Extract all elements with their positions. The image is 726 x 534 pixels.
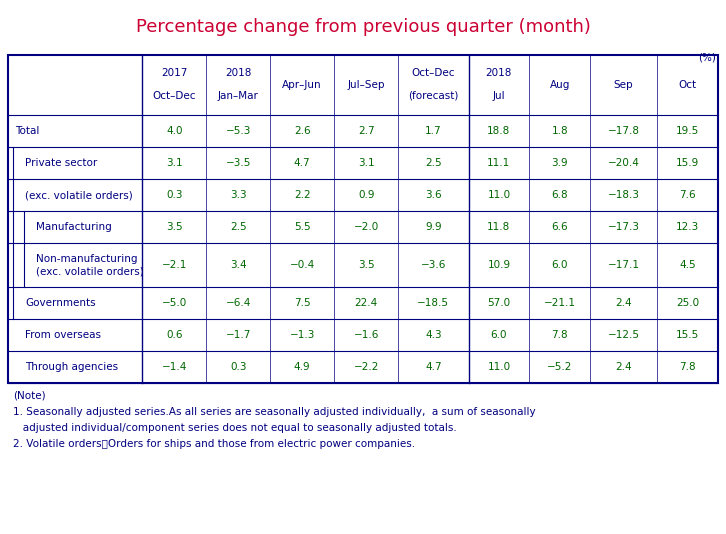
Text: 2.2: 2.2 xyxy=(294,190,311,200)
Text: Jul: Jul xyxy=(493,91,505,101)
Text: −21.1: −21.1 xyxy=(544,298,576,308)
Text: Oct–Dec: Oct–Dec xyxy=(152,91,196,101)
Text: 10.9: 10.9 xyxy=(487,260,510,270)
Text: Oct–Dec: Oct–Dec xyxy=(412,68,455,78)
Text: 4.7: 4.7 xyxy=(294,158,311,168)
Text: 57.0: 57.0 xyxy=(487,298,510,308)
Text: 4.7: 4.7 xyxy=(425,362,441,372)
Text: Governments: Governments xyxy=(25,298,96,308)
Text: Oct: Oct xyxy=(679,80,697,90)
Text: −1.3: −1.3 xyxy=(290,330,315,340)
Text: −6.4: −6.4 xyxy=(226,298,251,308)
Text: 6.8: 6.8 xyxy=(551,190,568,200)
Text: 6.0: 6.0 xyxy=(552,260,568,270)
Text: −3.5: −3.5 xyxy=(226,158,251,168)
Text: 19.5: 19.5 xyxy=(676,126,699,136)
Text: 2.4: 2.4 xyxy=(616,362,632,372)
Text: 9.9: 9.9 xyxy=(425,222,441,232)
Text: 4.5: 4.5 xyxy=(680,260,696,270)
Text: 3.6: 3.6 xyxy=(425,190,441,200)
Text: Apr–Jun: Apr–Jun xyxy=(282,80,322,90)
Text: −18.3: −18.3 xyxy=(608,190,640,200)
Text: 1. Seasonally adjusted series.As all series are seasonally adjusted individually: 1. Seasonally adjusted series.As all ser… xyxy=(13,407,536,417)
Text: Sep: Sep xyxy=(614,80,634,90)
Text: Percentage change from previous quarter (month): Percentage change from previous quarter … xyxy=(136,18,590,36)
Text: Through agencies: Through agencies xyxy=(25,362,118,372)
Text: 0.3: 0.3 xyxy=(230,362,247,372)
Text: 6.0: 6.0 xyxy=(491,330,507,340)
Text: 4.9: 4.9 xyxy=(294,362,311,372)
Text: Aug: Aug xyxy=(550,80,570,90)
Text: −12.5: −12.5 xyxy=(608,330,640,340)
Text: 7.6: 7.6 xyxy=(680,190,696,200)
Text: 7.8: 7.8 xyxy=(551,330,568,340)
Text: Manufacturing: Manufacturing xyxy=(36,222,112,232)
Text: 5.5: 5.5 xyxy=(294,222,311,232)
Text: 11.0: 11.0 xyxy=(487,362,510,372)
Text: −5.3: −5.3 xyxy=(226,126,251,136)
Text: 22.4: 22.4 xyxy=(354,298,378,308)
Text: 18.8: 18.8 xyxy=(487,126,510,136)
Text: 7.8: 7.8 xyxy=(680,362,696,372)
Text: 15.5: 15.5 xyxy=(676,330,699,340)
Text: 2.5: 2.5 xyxy=(425,158,441,168)
Text: 2.6: 2.6 xyxy=(294,126,311,136)
Text: 11.8: 11.8 xyxy=(487,222,510,232)
Text: −1.6: −1.6 xyxy=(354,330,379,340)
Text: −2.1: −2.1 xyxy=(162,260,187,270)
Text: 3.4: 3.4 xyxy=(230,260,247,270)
Text: 7.5: 7.5 xyxy=(294,298,311,308)
Text: 2017: 2017 xyxy=(161,68,187,78)
Text: 2018: 2018 xyxy=(486,68,512,78)
Text: (exc. volatile orders): (exc. volatile orders) xyxy=(25,190,133,200)
Text: −20.4: −20.4 xyxy=(608,158,640,168)
Text: 11.0: 11.0 xyxy=(487,190,510,200)
Text: adjusted individual/component series does not equal to seasonally adjusted total: adjusted individual/component series doe… xyxy=(13,423,457,433)
Text: Private sector: Private sector xyxy=(25,158,98,168)
Text: Jul–Sep: Jul–Sep xyxy=(348,80,385,90)
Text: −18.5: −18.5 xyxy=(417,298,449,308)
Text: −5.2: −5.2 xyxy=(547,362,572,372)
Text: 3.9: 3.9 xyxy=(551,158,568,168)
Text: 0.6: 0.6 xyxy=(166,330,182,340)
Text: 2.4: 2.4 xyxy=(616,298,632,308)
Text: 3.1: 3.1 xyxy=(166,158,183,168)
Text: 4.0: 4.0 xyxy=(166,126,182,136)
Text: 25.0: 25.0 xyxy=(676,298,699,308)
Text: Non-manufacturing
(exc. volatile orders): Non-manufacturing (exc. volatile orders) xyxy=(36,254,144,276)
Text: 15.9: 15.9 xyxy=(676,158,699,168)
Text: 11.1: 11.1 xyxy=(487,158,510,168)
Text: (%): (%) xyxy=(698,52,716,62)
Text: Jan–Mar: Jan–Mar xyxy=(218,91,258,101)
Text: −17.3: −17.3 xyxy=(608,222,640,232)
Text: 2018: 2018 xyxy=(225,68,251,78)
Text: 0.3: 0.3 xyxy=(166,190,182,200)
Text: 4.3: 4.3 xyxy=(425,330,441,340)
Text: 6.6: 6.6 xyxy=(551,222,568,232)
Text: 3.1: 3.1 xyxy=(358,158,375,168)
Text: −1.7: −1.7 xyxy=(226,330,251,340)
Text: −1.4: −1.4 xyxy=(162,362,187,372)
Text: −2.0: −2.0 xyxy=(354,222,379,232)
Text: −17.1: −17.1 xyxy=(608,260,640,270)
Text: −2.2: −2.2 xyxy=(354,362,379,372)
Text: −0.4: −0.4 xyxy=(290,260,315,270)
Text: (forecast): (forecast) xyxy=(408,91,459,101)
Text: (Note): (Note) xyxy=(13,391,46,401)
Text: 2.7: 2.7 xyxy=(358,126,375,136)
Text: −5.0: −5.0 xyxy=(162,298,187,308)
Text: 3.5: 3.5 xyxy=(358,260,375,270)
Text: 1.7: 1.7 xyxy=(425,126,441,136)
Text: −3.6: −3.6 xyxy=(420,260,446,270)
Text: 3.5: 3.5 xyxy=(166,222,183,232)
Text: 2. Volatile orders：Orders for ships and those from electric power companies.: 2. Volatile orders：Orders for ships and … xyxy=(13,439,415,449)
Text: 2.5: 2.5 xyxy=(230,222,247,232)
Text: 3.3: 3.3 xyxy=(230,190,247,200)
Text: −17.8: −17.8 xyxy=(608,126,640,136)
Text: 12.3: 12.3 xyxy=(676,222,699,232)
Text: Total: Total xyxy=(15,126,39,136)
Text: 1.8: 1.8 xyxy=(551,126,568,136)
Text: From overseas: From overseas xyxy=(25,330,102,340)
Text: 0.9: 0.9 xyxy=(358,190,375,200)
